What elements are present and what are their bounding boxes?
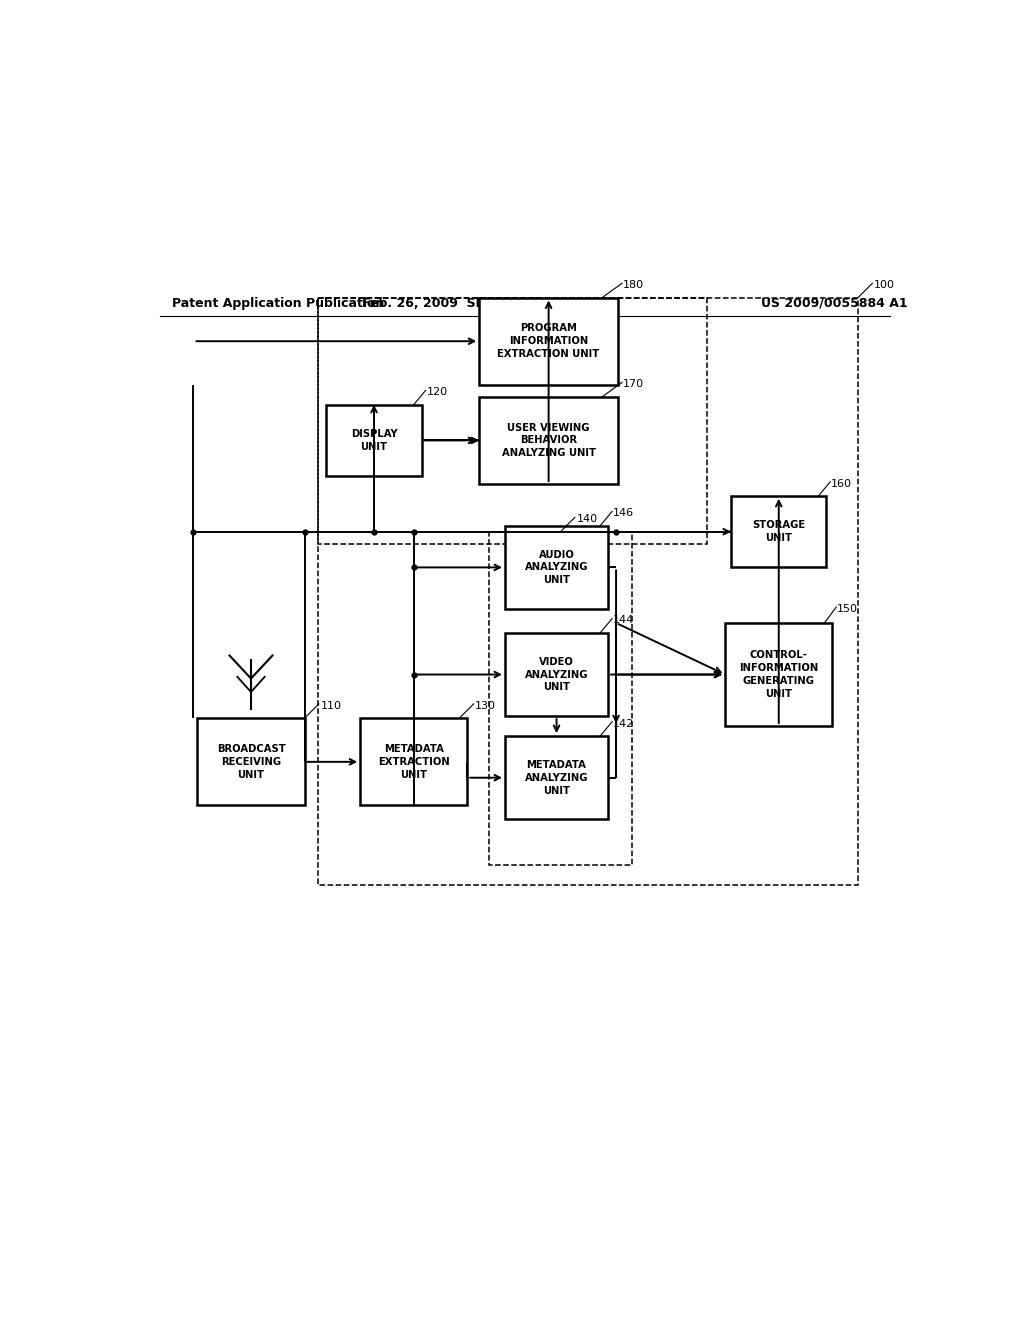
Text: STORAGE
UNIT: STORAGE UNIT (753, 520, 805, 543)
Text: 180: 180 (623, 280, 644, 290)
Text: 120: 120 (426, 387, 447, 397)
Text: PROGRAM
INFORMATION
EXTRACTION UNIT: PROGRAM INFORMATION EXTRACTION UNIT (498, 323, 600, 359)
Text: Patent Application Publication: Patent Application Publication (172, 297, 384, 310)
Text: CONTROL-
INFORMATION
GENERATING
UNIT: CONTROL- INFORMATION GENERATING UNIT (739, 651, 818, 698)
Text: 100: 100 (874, 280, 895, 290)
Bar (505, 632, 608, 717)
Bar (489, 532, 632, 865)
Bar (505, 525, 608, 609)
Text: US 2009/0055884 A1: US 2009/0055884 A1 (761, 297, 907, 310)
Text: 130: 130 (475, 701, 497, 710)
Text: 142: 142 (613, 718, 634, 729)
Text: FIG. 1: FIG. 1 (495, 363, 555, 383)
Bar (731, 496, 826, 568)
Bar (360, 718, 467, 805)
Bar (318, 297, 708, 544)
Text: AUDIO
ANALYZING
UNIT: AUDIO ANALYZING UNIT (524, 549, 589, 585)
Bar (505, 737, 608, 820)
Text: USER VIEWING
BEHAVIOR
ANALYZING UNIT: USER VIEWING BEHAVIOR ANALYZING UNIT (502, 422, 596, 458)
Bar (479, 297, 618, 385)
Bar (198, 718, 304, 805)
Bar (318, 297, 858, 884)
Bar (479, 397, 618, 484)
Text: 110: 110 (321, 701, 341, 710)
Text: 150: 150 (837, 605, 858, 614)
Text: 160: 160 (831, 479, 852, 488)
Text: METADATA
ANALYZING
UNIT: METADATA ANALYZING UNIT (524, 760, 589, 796)
Text: VIDEO
ANALYZING
UNIT: VIDEO ANALYZING UNIT (524, 657, 589, 692)
Text: BROADCAST
RECEIVING
UNIT: BROADCAST RECEIVING UNIT (217, 744, 286, 780)
Text: 140: 140 (577, 515, 598, 524)
Bar (725, 623, 833, 726)
Text: Feb. 26, 2009  Sheet 1 of 10: Feb. 26, 2009 Sheet 1 of 10 (361, 297, 561, 310)
Bar (327, 405, 422, 477)
Text: DISPLAY
UNIT: DISPLAY UNIT (350, 429, 397, 451)
Text: 144: 144 (613, 615, 634, 626)
Text: 170: 170 (623, 379, 644, 389)
Text: 146: 146 (613, 508, 634, 519)
Text: METADATA
EXTRACTION
UNIT: METADATA EXTRACTION UNIT (378, 744, 450, 780)
